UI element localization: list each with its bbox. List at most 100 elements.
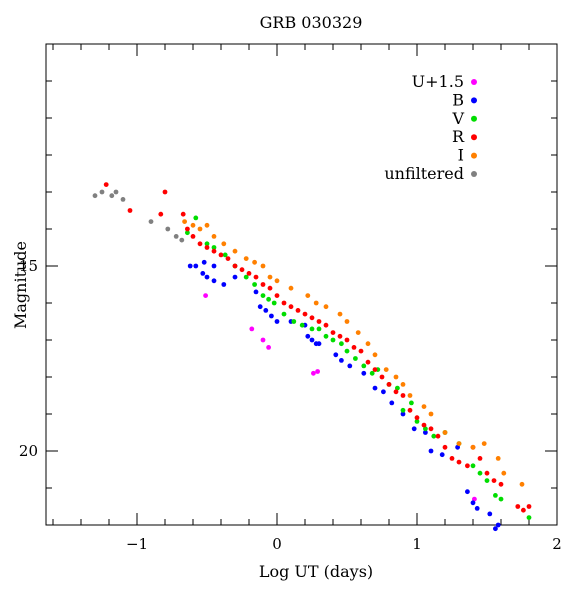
data-point-r — [358, 348, 364, 354]
data-point-u-1-5 — [311, 370, 316, 376]
data-point-r — [456, 459, 462, 465]
data-point-b — [411, 426, 417, 432]
data-point-i — [421, 404, 427, 409]
data-point-v — [498, 496, 504, 502]
data-point-r — [190, 234, 196, 239]
data-point-r — [309, 315, 315, 321]
data-point-v — [299, 322, 305, 328]
data-point-i — [221, 241, 227, 247]
data-point-r — [127, 208, 133, 213]
data-point-i — [323, 304, 329, 310]
data-point-i — [519, 481, 525, 487]
data-point-u-1-5 — [472, 496, 477, 502]
data-point-unfiltered — [109, 193, 115, 199]
data-point-r — [185, 226, 190, 232]
legend-marker-i — [471, 152, 477, 159]
data-point-b — [333, 352, 339, 358]
data-point-v — [484, 478, 490, 483]
data-point-unfiltered — [120, 197, 126, 202]
data-point-v — [309, 326, 315, 332]
data-point-i — [313, 300, 319, 306]
data-point-i — [197, 226, 203, 232]
data-point-r — [498, 481, 504, 487]
plot-frame — [45, 43, 558, 526]
data-point-i — [372, 352, 378, 358]
data-point-v — [222, 252, 228, 258]
data-point-v — [361, 363, 367, 369]
data-point-i — [305, 293, 311, 298]
data-point-i — [337, 311, 343, 317]
data-point-v — [281, 311, 287, 317]
data-point-b — [232, 274, 238, 280]
data-point-b — [257, 304, 263, 310]
x-axis-label: Log UT (days) — [259, 562, 373, 581]
data-point-u-1-5 — [203, 293, 209, 298]
data-point-unfiltered — [173, 234, 179, 239]
data-point-i — [288, 285, 294, 291]
data-point-i — [182, 219, 188, 225]
data-point-r — [372, 367, 378, 372]
data-point-i — [400, 382, 406, 387]
x-tick-label: 0 — [272, 535, 282, 553]
data-point-r — [180, 211, 186, 217]
data-point-r — [428, 426, 434, 432]
data-point-b — [211, 263, 217, 269]
data-point-v — [526, 515, 532, 520]
legend-label-b: B — [452, 90, 464, 109]
data-point-v — [344, 348, 350, 354]
data-point-unfiltered — [99, 189, 105, 195]
data-point-v — [323, 333, 329, 339]
data-point-r — [521, 507, 526, 513]
data-point-i — [190, 222, 196, 228]
legend-marker-r — [471, 134, 477, 141]
data-point-b — [309, 337, 315, 343]
data-point-b — [361, 370, 367, 376]
y-tick-label: 20 — [19, 442, 38, 460]
data-point-r — [330, 330, 336, 335]
data-point-r — [316, 319, 322, 324]
data-point-r — [204, 245, 210, 250]
data-point-i — [267, 274, 273, 280]
data-point-v — [395, 385, 400, 391]
data-point-r — [491, 478, 497, 483]
data-point-i — [495, 456, 501, 461]
data-point-b — [200, 271, 206, 276]
data-point-b — [263, 308, 269, 313]
data-point-i — [355, 330, 361, 335]
data-point-i — [383, 367, 389, 372]
data-point-i — [274, 278, 280, 284]
data-point-b — [339, 358, 344, 363]
data-point-i — [481, 441, 487, 446]
data-point-r — [281, 300, 287, 306]
data-point-v — [243, 274, 249, 280]
data-point-i — [204, 222, 210, 228]
data-point-unfiltered — [113, 189, 119, 195]
axis-tick-labels: −1 0 1 2 15 20 — [19, 257, 562, 553]
data-point-b — [187, 263, 193, 269]
legend-label-unfiltered: unfiltered — [384, 164, 464, 183]
x-tick-label: 2 — [552, 535, 562, 553]
data-point-b — [221, 282, 227, 287]
data-point-u-1-5 — [260, 337, 266, 343]
data-point-r — [260, 282, 266, 287]
data-point-r — [400, 393, 406, 398]
data-point-v — [252, 282, 257, 287]
data-point-u-1-5 — [249, 326, 255, 332]
legend-marker-v — [471, 115, 477, 122]
data-point-i — [211, 234, 217, 239]
data-point-r — [323, 322, 329, 328]
data-point-b — [347, 363, 353, 369]
data-point-r — [288, 304, 294, 310]
data-point-b — [470, 500, 476, 506]
data-point-b — [439, 452, 445, 458]
data-point-b — [495, 522, 501, 528]
data-point-r — [484, 470, 490, 476]
data-point-u-1-5 — [315, 369, 320, 374]
data-point-r — [239, 267, 245, 273]
data-point-r — [197, 241, 203, 247]
data-point-r — [449, 456, 455, 461]
data-point-r — [211, 248, 217, 254]
